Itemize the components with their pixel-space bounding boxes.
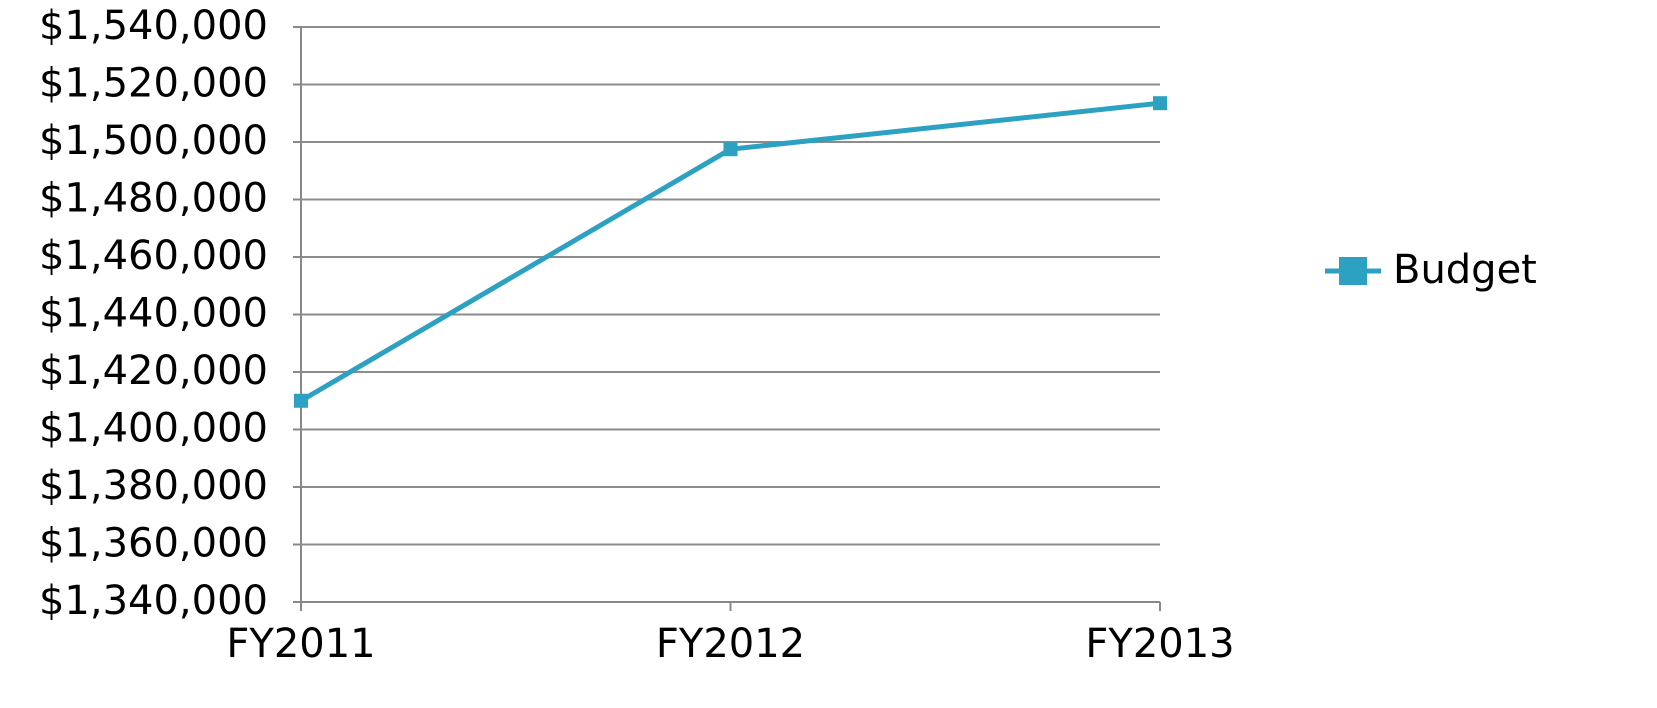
- series-marker: [294, 393, 308, 408]
- y-tick-label: $1,540,000: [39, 3, 268, 49]
- series-marker: [723, 142, 738, 157]
- y-tick-label: $1,340,000: [39, 578, 268, 624]
- y-tick-label: $1,420,000: [39, 348, 268, 394]
- y-tick-label: $1,500,000: [39, 118, 268, 164]
- legend-label: Budget: [1393, 247, 1537, 293]
- y-tick-label: $1,400,000: [39, 406, 268, 452]
- grid: [301, 26, 1160, 603]
- legend-marker: [1339, 257, 1367, 285]
- series-marker: [1153, 96, 1167, 111]
- x-tick-label: FY2012: [656, 621, 805, 667]
- y-tick-label: $1,520,000: [39, 61, 268, 107]
- y-tick-label: $1,380,000: [39, 463, 268, 509]
- y-tick-label: $1,460,000: [39, 233, 268, 279]
- y-tick-label: $1,480,000: [39, 176, 268, 222]
- y-tick-label: $1,360,000: [39, 521, 268, 567]
- x-tick-label: FY2011: [226, 621, 375, 667]
- y-tick-label: $1,440,000: [39, 291, 268, 337]
- x-tick-label: FY2013: [1085, 621, 1234, 667]
